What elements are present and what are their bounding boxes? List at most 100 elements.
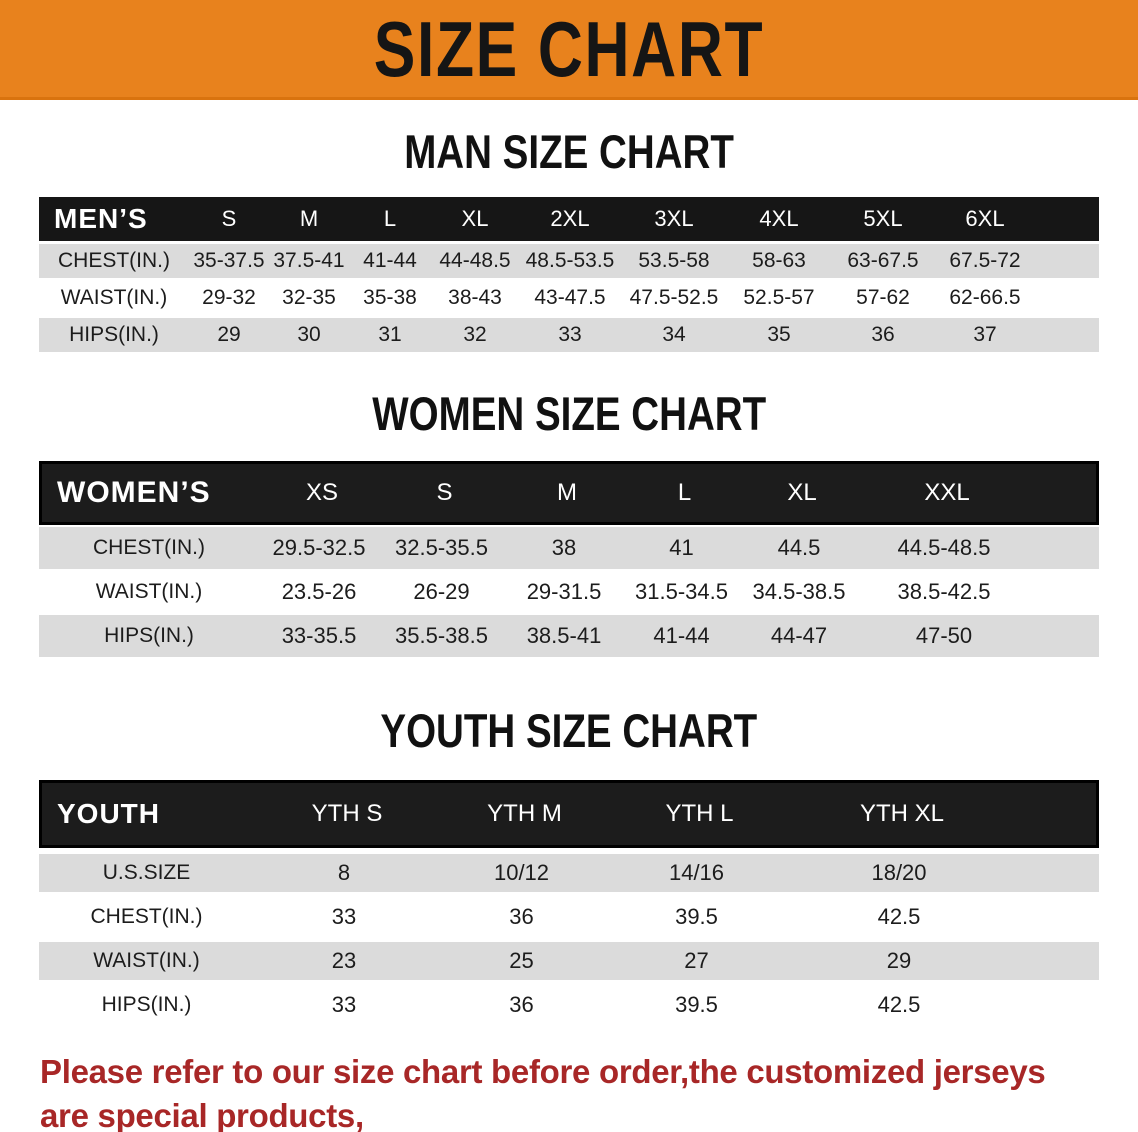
size-cell: 52.5-57 [743, 286, 815, 309]
size-cell: 32-35 [282, 286, 336, 309]
women-table-label: WOMEN’S [57, 476, 211, 509]
size-cell: 31 [378, 323, 402, 346]
youth-table-header: YOUTH YTH S YTH M YTH L YTH XL [39, 780, 1099, 848]
men-size-table: MEN’S S M L XL 2XL 3XL 4XL 5XL 6XL CHEST… [39, 197, 1099, 352]
men-waist-row: WAIST(IN.) 29-32 32-35 35-38 38-43 43-47… [39, 281, 1099, 315]
men-col-4xl: 4XL [759, 206, 799, 231]
size-cell: 38 [551, 535, 577, 560]
size-cell: 32 [463, 323, 487, 346]
men-col-2xl: 2XL [550, 206, 590, 231]
size-cell: 30 [297, 323, 321, 346]
size-cell: 37 [973, 323, 997, 346]
women-col-m: M [557, 479, 577, 506]
size-cell: 44-47 [770, 623, 828, 648]
size-cell: 36 [509, 992, 534, 1017]
size-cell: 42.5 [877, 992, 921, 1017]
size-cell: 37.5-41 [273, 249, 345, 272]
size-cell: 44.5 [777, 535, 821, 560]
women-col-l: L [677, 479, 692, 506]
women-waist-row: WAIST(IN.) 23.5-26 26-29 29-31.5 31.5-34… [39, 571, 1099, 613]
size-cell: 33 [331, 904, 357, 929]
row-label: CHEST(IN.) [90, 905, 203, 928]
women-section-heading: WOMEN SIZE CHART [0, 390, 1138, 437]
men-col-xl: XL [461, 206, 489, 231]
banner-title: SIZE CHART [373, 4, 765, 93]
men-hips-row: HIPS(IN.) 29 30 31 32 33 34 35 36 37 [39, 318, 1099, 352]
size-cell: 41-44 [363, 249, 417, 272]
size-cell: 38.5-41 [526, 623, 602, 648]
size-cell: 23.5-26 [281, 579, 357, 604]
size-cell: 38-43 [448, 286, 502, 309]
size-cell: 34.5-38.5 [752, 579, 846, 604]
size-cell: 29-32 [202, 286, 256, 309]
size-cell: 44.5-48.5 [897, 535, 991, 560]
women-chest-row: CHEST(IN.) 29.5-32.5 32.5-35.5 38 41 44.… [39, 527, 1099, 569]
women-col-xs: XS [305, 479, 338, 506]
size-cell: 29 [217, 323, 241, 346]
size-cell: 48.5-53.5 [525, 249, 615, 272]
row-label: WAIST(IN.) [60, 286, 168, 309]
youth-col-l: YTH L [665, 800, 734, 827]
youth-hips-row: HIPS(IN.) 33 36 39.5 42.5 [39, 986, 1099, 1024]
men-col-3xl: 3XL [654, 206, 694, 231]
row-label: CHEST(IN.) [93, 536, 205, 559]
size-cell: 67.5-72 [949, 249, 1021, 272]
size-cell: 8 [337, 860, 351, 885]
women-col-s: S [436, 479, 453, 506]
youth-ussize-row: U.S.SIZE 8 10/12 14/16 18/20 [39, 854, 1099, 892]
size-cell: 29.5-32.5 [272, 535, 366, 560]
disclaimer-line-1: Please refer to our size chart before or… [40, 1053, 1046, 1132]
size-cell: 53.5-58 [638, 249, 710, 272]
size-cell: 38.5-42.5 [897, 579, 991, 604]
men-col-s: S [221, 206, 237, 231]
men-col-m: M [299, 206, 319, 231]
size-cell: 35-38 [363, 286, 417, 309]
row-label: HIPS(IN.) [69, 323, 159, 346]
men-col-l: L [383, 206, 397, 231]
men-section-heading-text: MAN SIZE CHART [404, 125, 734, 178]
size-cell: 18/20 [871, 860, 927, 885]
disclaimer-text: Please refer to our size chart before or… [0, 1050, 1138, 1132]
size-cell: 47.5-52.5 [629, 286, 719, 309]
size-cell: 33 [331, 992, 357, 1017]
row-label: WAIST(IN.) [93, 949, 200, 972]
row-label: WAIST(IN.) [95, 580, 203, 603]
size-cell: 33-35.5 [281, 623, 357, 648]
youth-waist-row: WAIST(IN.) 23 25 27 29 [39, 942, 1099, 980]
size-cell: 29-31.5 [526, 579, 602, 604]
size-cell: 47-50 [915, 623, 973, 648]
size-cell: 29 [886, 948, 912, 973]
size-cell: 35.5-38.5 [395, 623, 488, 648]
men-section-heading: MAN SIZE CHART [0, 128, 1138, 175]
size-cell: 39.5 [675, 992, 718, 1017]
women-section-heading-text: WOMEN SIZE CHART [372, 387, 766, 440]
size-cell: 63-67.5 [847, 249, 919, 272]
size-cell: 31.5-34.5 [635, 579, 728, 604]
youth-section-heading-text: YOUTH SIZE CHART [380, 704, 758, 757]
men-col-5xl: 5XL [863, 206, 903, 231]
size-cell: 32.5-35.5 [395, 535, 488, 560]
youth-col-s: YTH S [311, 800, 383, 827]
size-cell: 26-29 [413, 579, 470, 604]
men-chest-row: CHEST(IN.) 35-37.5 37.5-41 41-44 44-48.5… [39, 244, 1099, 278]
size-cell: 62-66.5 [949, 286, 1021, 309]
women-col-xxl: XXL [924, 479, 970, 506]
row-label: U.S.SIZE [102, 861, 191, 884]
women-size-table: WOMEN’S XS S M L XL XXL CHEST(IN.) 29.5-… [39, 461, 1099, 657]
size-cell: 35 [767, 323, 791, 346]
size-cell: 58-63 [752, 249, 806, 272]
youth-col-m: YTH M [487, 800, 562, 827]
youth-col-xl: YTH XL [859, 800, 945, 827]
row-label: CHEST(IN.) [58, 249, 170, 272]
youth-table-label: YOUTH [57, 798, 160, 829]
size-cell: 27 [684, 948, 709, 973]
title-banner: SIZE CHART [0, 0, 1138, 100]
size-cell: 39.5 [675, 904, 718, 929]
size-cell: 57-62 [856, 286, 910, 309]
size-cell: 41-44 [653, 623, 710, 648]
size-cell: 23 [331, 948, 357, 973]
size-cell: 10/12 [493, 860, 550, 885]
size-cell: 33 [558, 323, 582, 346]
women-col-xl: XL [787, 479, 817, 506]
women-table-header: WOMEN’S XS S M L XL XXL [39, 461, 1099, 525]
